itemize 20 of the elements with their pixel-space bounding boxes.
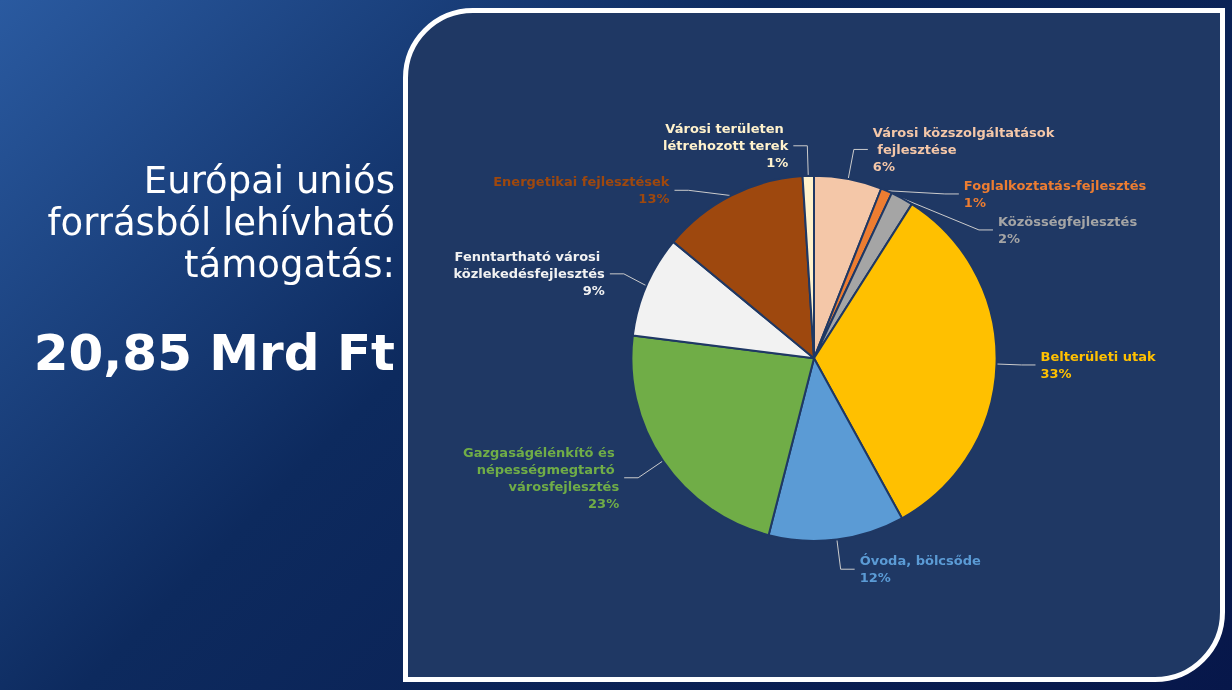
slice-label: Foglalkoztatás-fejlesztés [963,177,1147,193]
slice-label: Gazgaságélénkítő és népességmegtartó városfejlesztés [463,444,620,494]
data-label: 6% [872,158,895,174]
slice-label: Városi területen létrehozott terek [663,121,789,154]
slice-label: Fenntartható városi közlekedésfejlesztés [453,249,606,282]
slice-label: Belterületi utak [1040,348,1157,364]
data-label: 2% [997,230,1021,246]
data-label: 23% [588,495,620,511]
text: Európai uniós forrásból lehívható támogatás: [46,159,395,286]
data-label: 9% [582,283,605,299]
slice-label: Városi közszolgáltatások fejlesztése [872,124,1055,157]
slice-label: Óvoda, bölcsőde [859,553,982,569]
text: 20,85 Mrd Ft [32,324,395,382]
data-label: 1% [766,155,789,171]
slice-label: Energetikai fejlesztések [493,174,670,190]
data-label: 1% [963,194,986,210]
data-label: 12% [859,570,891,586]
slice-label: Közösségfejlesztés [997,213,1138,229]
data-label: 13% [638,191,670,207]
data-label: 33% [1040,365,1072,381]
